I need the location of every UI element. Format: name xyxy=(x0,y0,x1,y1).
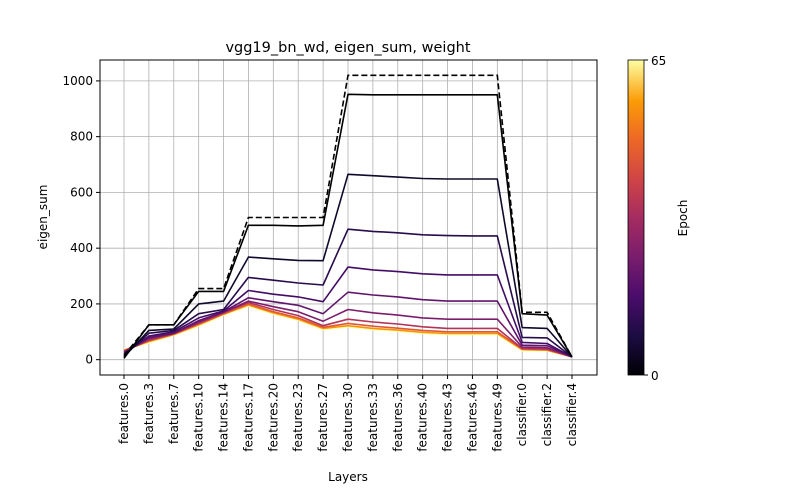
x-tick-label: features.27 xyxy=(316,383,330,452)
x-tick-label: features.10 xyxy=(192,383,206,452)
x-tick-label: features.30 xyxy=(341,383,355,452)
y-tick-label: 200 xyxy=(70,297,93,311)
series-line-epoch-0 xyxy=(123,93,573,359)
x-tick-label: classifier.4 xyxy=(565,383,579,446)
y-tick-label: 800 xyxy=(70,130,93,144)
series-line-epoch-10 xyxy=(123,228,573,358)
series-line-epoch-35 xyxy=(123,301,573,358)
x-tick-label: features.43 xyxy=(441,383,455,452)
x-tick-label: features.36 xyxy=(391,383,405,452)
series-line-epoch-65 xyxy=(123,305,573,358)
y-tick-label: 1000 xyxy=(62,74,93,88)
chart-title: vgg19_bn_wd, eigen_sum, weight xyxy=(225,40,470,56)
series-line-epoch-5 xyxy=(123,173,573,358)
series-line-epoch-25 xyxy=(123,300,573,358)
x-tick-label: features.17 xyxy=(241,383,255,452)
y-tick-label: 400 xyxy=(70,241,93,255)
reference-dashed-line xyxy=(123,74,573,358)
series-line-epoch-20 xyxy=(123,291,573,358)
x-tick-label: features.40 xyxy=(416,383,430,452)
x-tick-label: features.20 xyxy=(266,383,280,452)
x-tick-label: classifier.0 xyxy=(515,383,529,446)
colorbar-tick-label-min: 0 xyxy=(651,369,659,383)
x-tick-label: features.3 xyxy=(142,383,156,444)
x-tick-label: features.14 xyxy=(217,383,231,452)
colorbar-label: Epoch xyxy=(676,200,690,237)
colorbar xyxy=(627,59,645,376)
series-layer xyxy=(123,74,573,359)
x-tick-label: features.33 xyxy=(366,383,380,452)
x-tick-label: features.46 xyxy=(465,383,479,452)
y-tick-label: 0 xyxy=(85,353,93,367)
x-tick-label: features.0 xyxy=(117,383,131,444)
x-axis: features.0 features.3 features.7 features.1… xyxy=(117,375,579,452)
x-tick-label: classifier.2 xyxy=(540,383,554,446)
x-tick-label: features.49 xyxy=(490,383,504,452)
y-tick-label: 600 xyxy=(70,185,93,199)
x-axis-label: Layers xyxy=(328,470,368,484)
y-axis: 0 200 400 600 800 1000 xyxy=(62,74,100,367)
y-axis-label: eigen_sum xyxy=(36,185,50,250)
series-line-epoch-15 xyxy=(123,266,573,358)
x-tick-label: features.23 xyxy=(291,383,305,452)
colorbar-tick-label-max: 65 xyxy=(651,54,666,68)
x-tick-label: features.7 xyxy=(167,383,181,444)
